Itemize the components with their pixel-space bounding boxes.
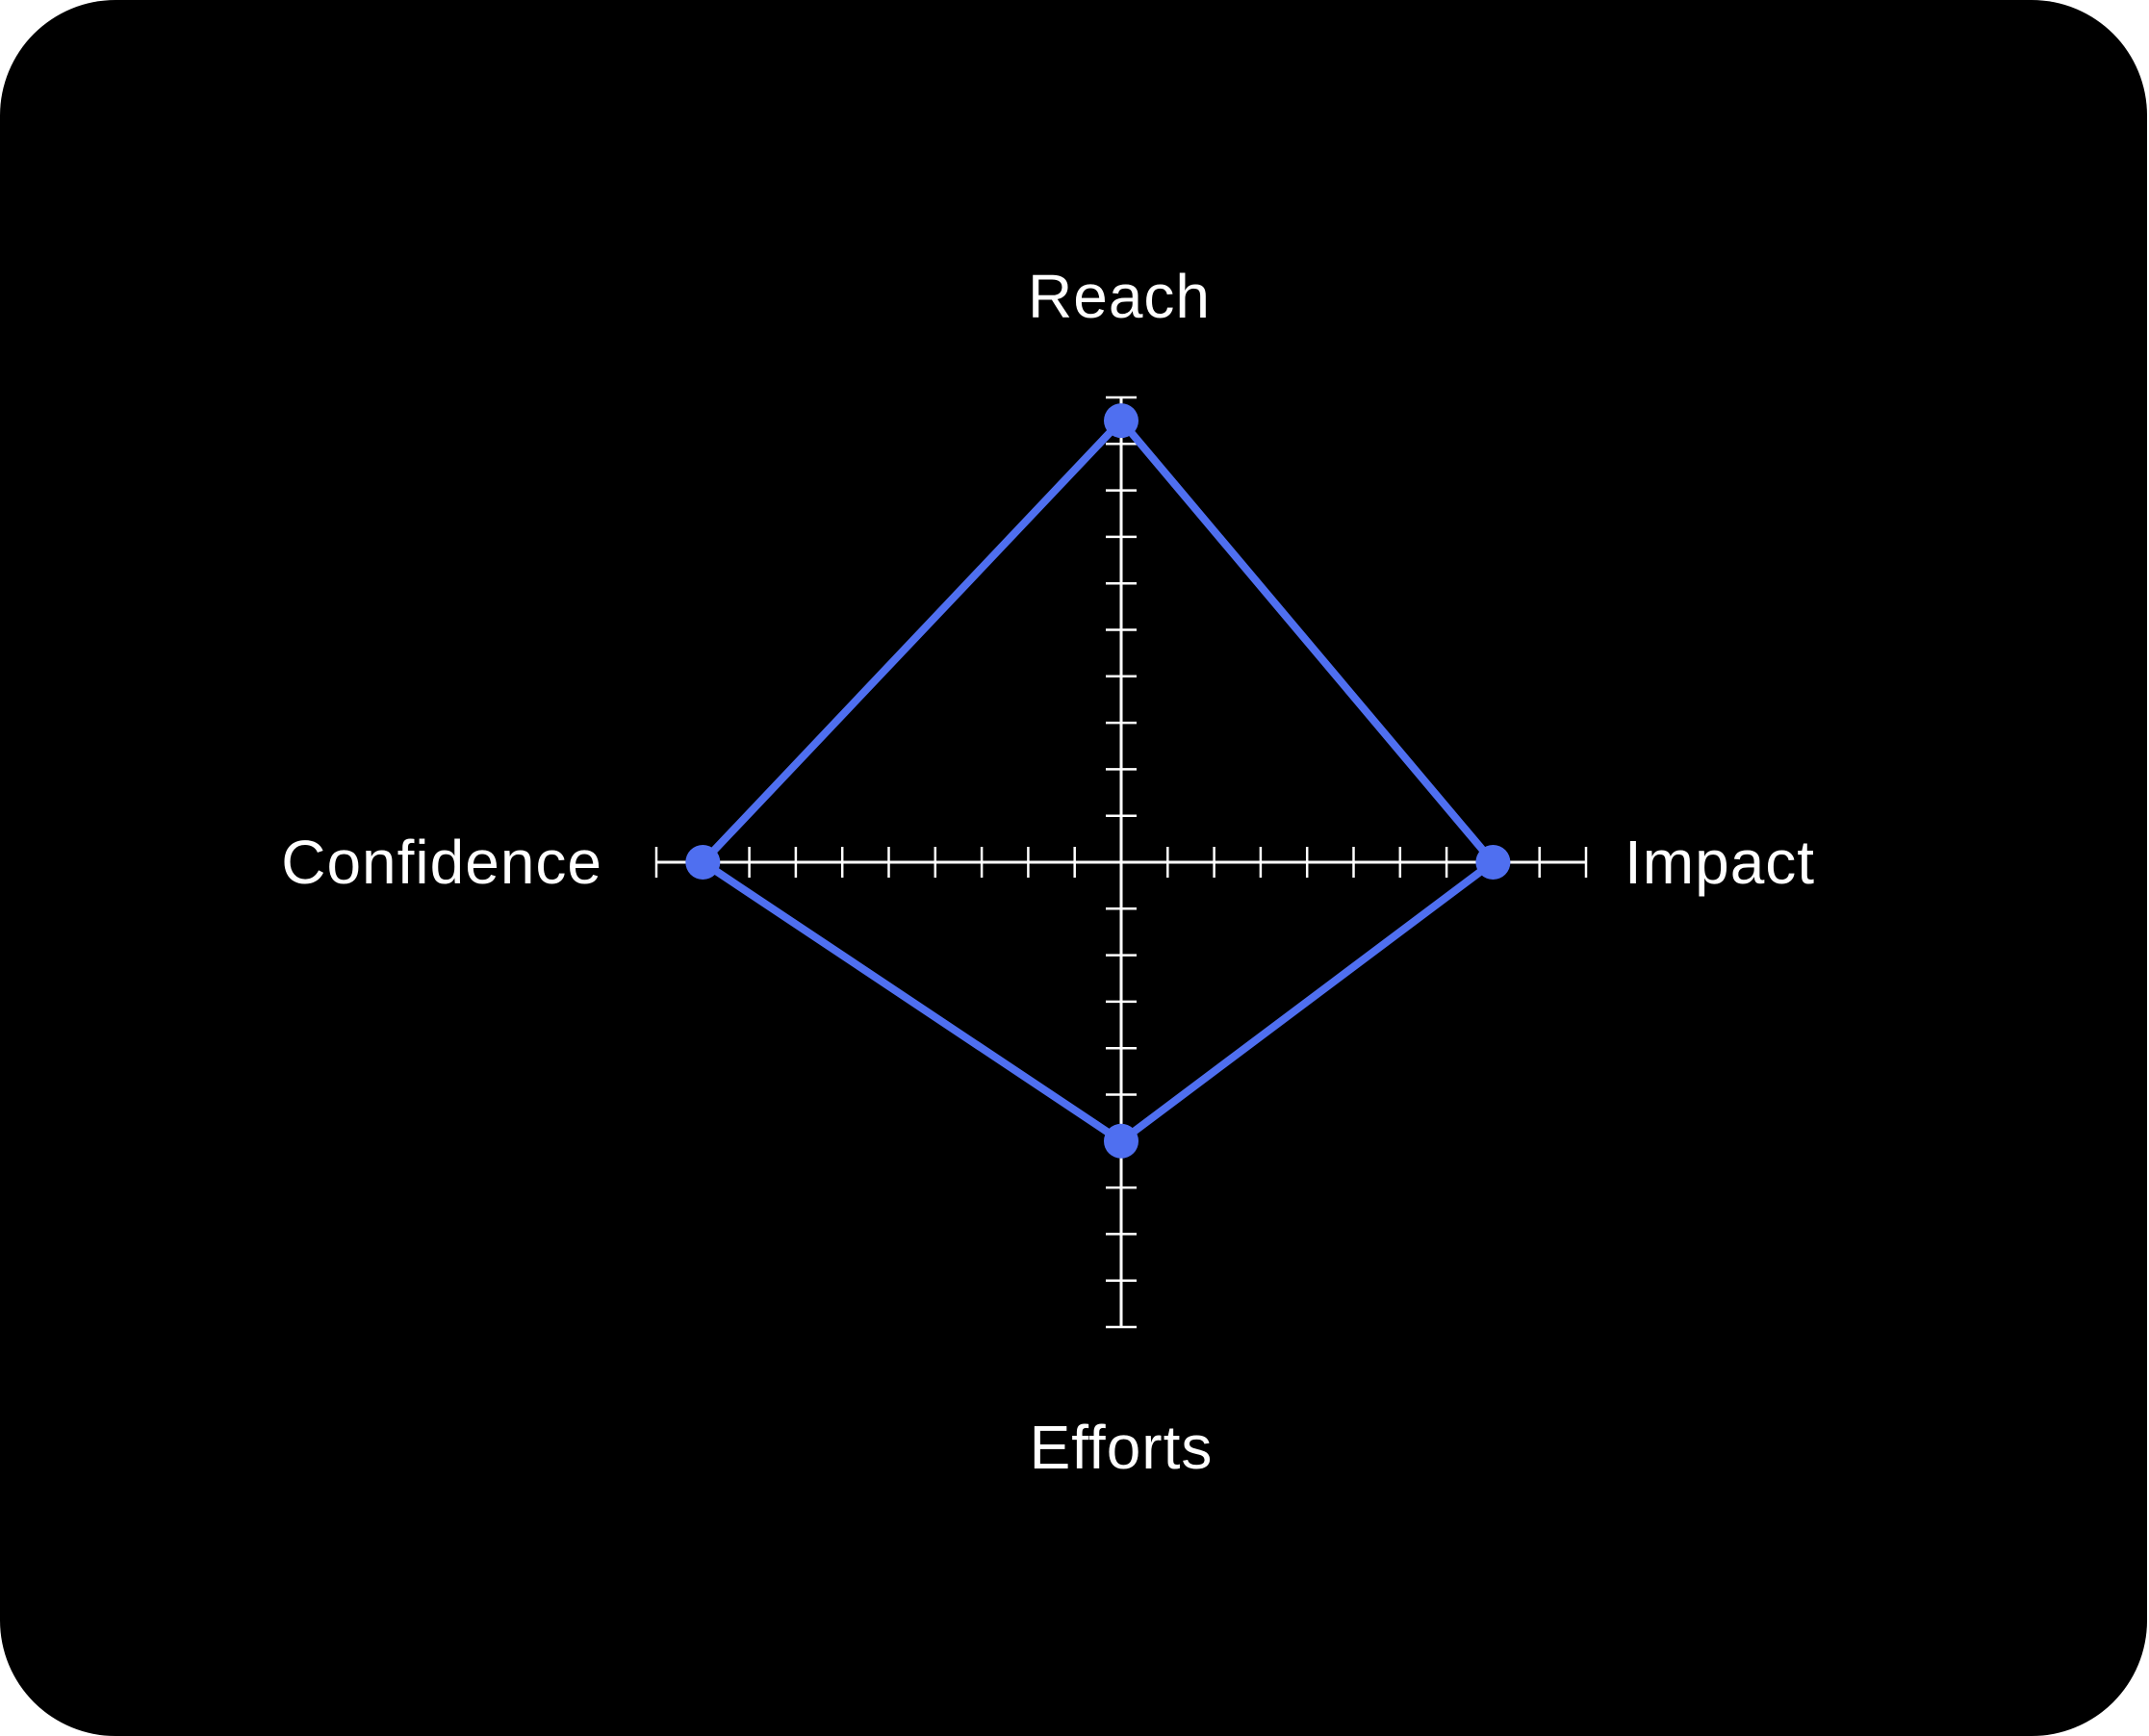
data-point-impact (1475, 845, 1511, 880)
axis-label-reach: Reach (1028, 262, 1211, 331)
data-point-reach (1104, 403, 1138, 439)
data-point-confidence (685, 845, 721, 880)
data-point-efforts (1104, 1123, 1138, 1159)
axis-label-confidence: Confidence (281, 828, 602, 897)
axes (656, 397, 1586, 1327)
axis-label-impact: Impact (1625, 828, 1816, 897)
series-polygon-0 (699, 417, 1497, 1145)
data-points (685, 403, 1511, 1159)
axis-label-efforts: Efforts (1029, 1413, 1214, 1482)
series (699, 417, 1497, 1145)
